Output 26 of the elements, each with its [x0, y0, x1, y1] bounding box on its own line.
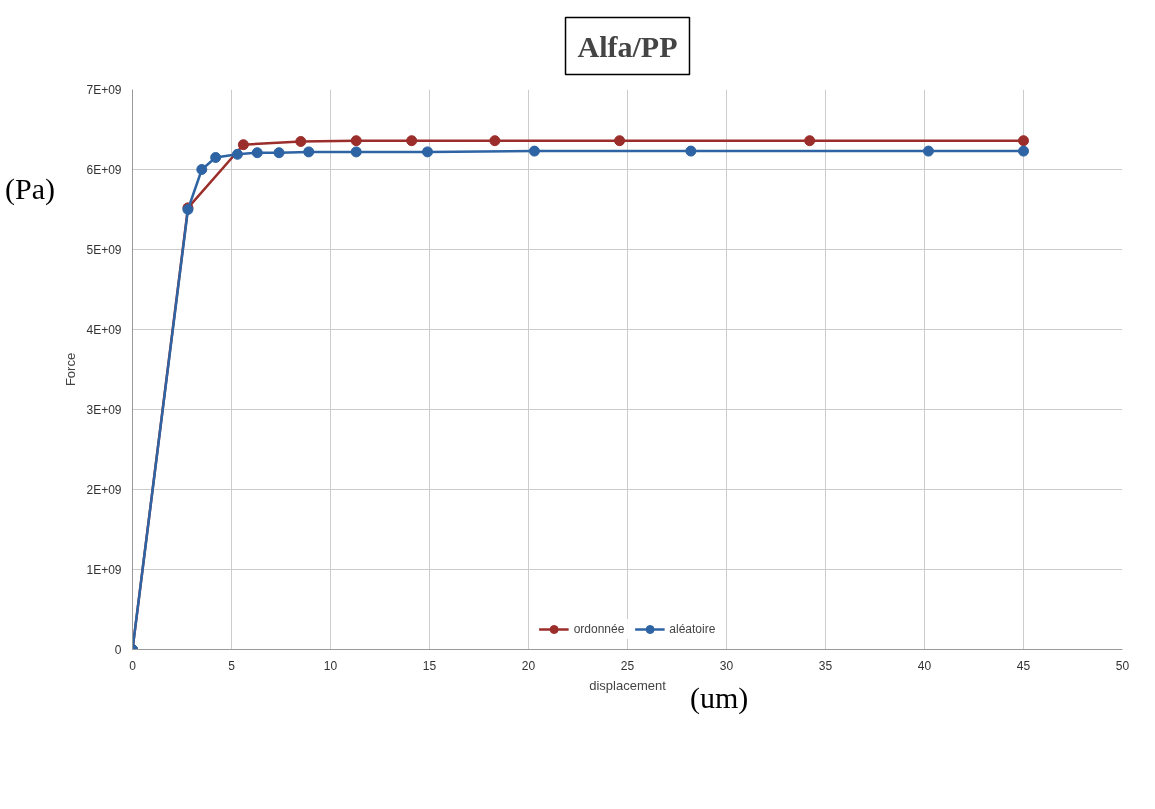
chart-title: Alfa/PP — [577, 29, 678, 63]
y-tick-label: 6E+09 — [86, 162, 122, 177]
x-tick-label: 10 — [323, 658, 338, 673]
x-tick-label: 5 — [228, 658, 236, 673]
text: (um) — [690, 680, 749, 716]
x-tick-label: 20 — [521, 658, 536, 673]
text: (Pa) — [5, 171, 55, 207]
x-tick-label: 0 — [129, 658, 137, 673]
x-tick-label: 30 — [719, 658, 734, 673]
y-tick-label: 3E+09 — [86, 402, 122, 417]
y-tick-label: 0 — [114, 642, 122, 657]
y-tick-label: 5E+09 — [86, 242, 122, 257]
x-tick-label: 25 — [620, 658, 635, 673]
y-tick-label: 1E+09 — [86, 562, 122, 577]
x-axis-title: displacement — [589, 677, 667, 693]
legend-label: ordonnée — [573, 622, 625, 636]
y-tick-label: 2E+09 — [86, 482, 122, 497]
x-tick-label: 45 — [1016, 658, 1031, 673]
y-tick-label: 4E+09 — [86, 322, 122, 337]
x-tick-label: 40 — [917, 658, 932, 673]
y-axis-title: Force — [63, 352, 79, 387]
y-tick-label: 7E+09 — [86, 82, 122, 97]
x-tick-label: 50 — [1115, 658, 1130, 673]
x-tick-label: 35 — [818, 658, 833, 673]
legend-label: aléatoire — [669, 622, 716, 636]
x-tick-label: 15 — [422, 658, 437, 673]
